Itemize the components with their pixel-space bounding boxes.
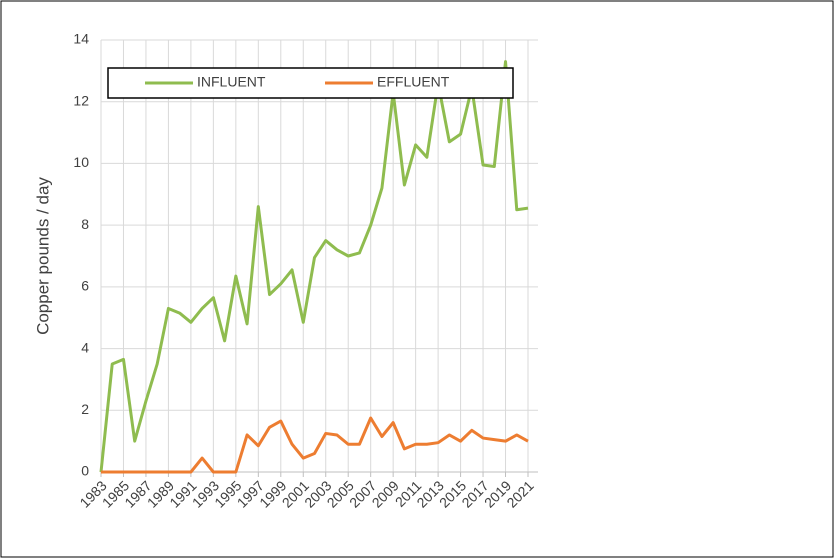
y-tick-label: 12 [73,92,89,108]
y-tick-label: 14 [73,31,89,47]
y-tick-label: 8 [81,216,89,232]
y-axis-label: Copper pounds / day [33,177,52,335]
y-tick-label: 10 [73,154,89,170]
data-line [99,60,529,473]
y-tick-label: 4 [81,339,89,355]
y-tick-label: 6 [81,278,89,294]
y-tick-label: 0 [81,463,89,479]
legend-label: EFFLUENT [377,74,450,90]
legend-label: INFLUENT [197,74,266,90]
data-line [101,416,529,474]
y-tick-label: 2 [81,401,89,417]
